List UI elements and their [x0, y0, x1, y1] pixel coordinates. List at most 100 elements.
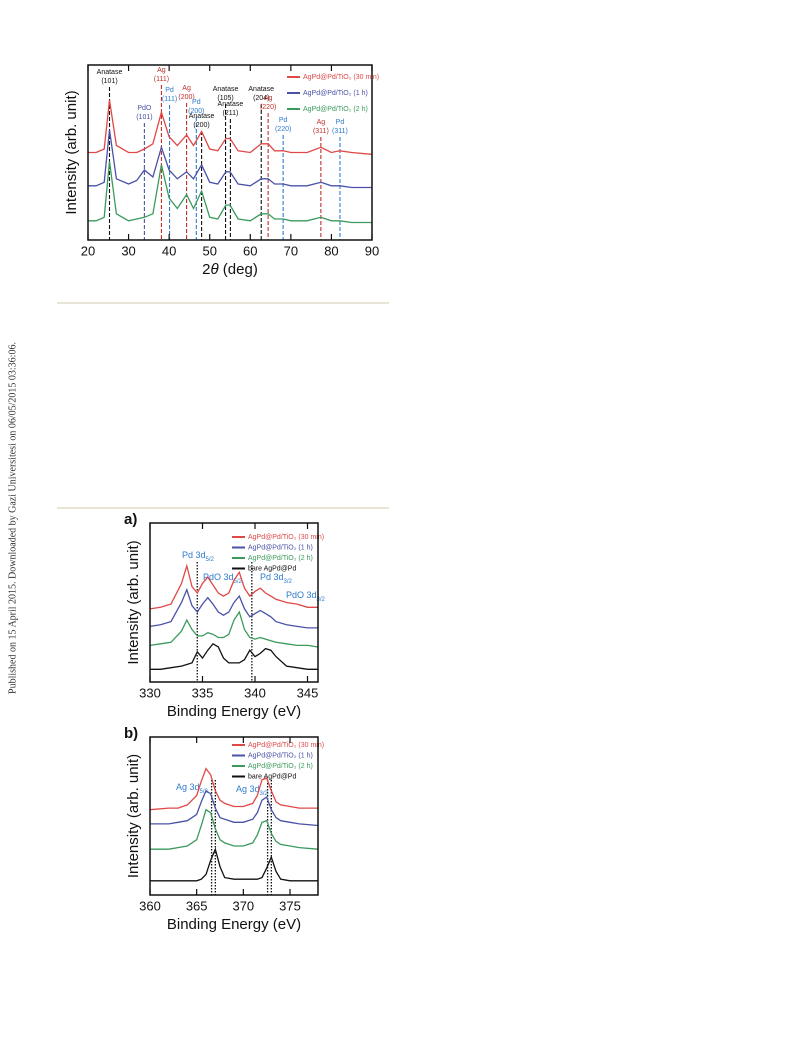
x-axis-label-part: (deg) [219, 261, 258, 278]
legend-label: AgPd@Pd/TiO₂ (2 h) [248, 763, 313, 770]
x-tick-label: 365 [186, 898, 208, 913]
legend-label: AgPd@Pd/TiO₂ (30 min) [248, 742, 324, 749]
peak-label: (220) [260, 104, 276, 111]
peak-label-sub: 5/2 [200, 789, 209, 795]
peak-label: PdO 3d3/2 [286, 590, 326, 602]
peak-label-sub: 3/2 [317, 597, 326, 603]
legend-label: AgPd@Pd/TiO₂ (30 min) [248, 534, 324, 541]
peak-label: Pd [165, 87, 174, 94]
peak-label: Pd [192, 99, 201, 106]
panel-label: a) [124, 511, 137, 528]
spectrum-line [149, 563, 318, 610]
peak-label: (101) [101, 78, 117, 85]
x-tick-label: 70 [284, 243, 298, 258]
x-axis-label-part: θ [211, 261, 219, 278]
peak-label: Anatase [189, 113, 215, 120]
x-tick-label: 20 [81, 243, 95, 258]
peak-label: Pd [279, 117, 288, 124]
plot-frame [149, 522, 319, 683]
x-tick-label: 330 [139, 685, 161, 700]
peak-label: Pd 3d3/2 [260, 572, 293, 584]
plot-frame [149, 736, 319, 896]
peak-label-text: Pd 3d [260, 572, 284, 582]
x-axis-label: Binding Energy (eV) [167, 916, 301, 933]
y-axis-label: Intensity (arb. unit) [125, 754, 142, 878]
spectrum-line [150, 808, 319, 850]
peak-label: Anatase [97, 69, 123, 76]
y-axis-label: Intensity (arb. unit) [63, 90, 80, 214]
x-axis-label: Binding Energy (eV) [167, 703, 301, 720]
x-tick-label: 40 [162, 243, 176, 258]
legend-label: bare AgPd@Pd [248, 565, 296, 572]
peak-label-text: Ag 3d [176, 782, 200, 792]
peak-label: PdO 3d5/2 [203, 572, 243, 584]
peak-label: (220) [275, 126, 291, 133]
peak-label: (204) [253, 95, 269, 102]
peak-label: Pd [336, 119, 345, 126]
peak-label-text: Pd 3d [182, 550, 206, 560]
peak-label: Anatase [218, 101, 244, 108]
x-axis-label-part: 2 [202, 261, 210, 278]
peak-label-text: PdO 3d [203, 572, 234, 582]
peak-label: (105) [217, 95, 233, 102]
x-tick-label: 50 [202, 243, 216, 258]
peak-label: Ag [317, 119, 326, 126]
legend-label: AgPd@Pd/TiO₂ (1 h) [248, 544, 313, 551]
peak-label: (311) [313, 128, 329, 135]
peak-label: Anatase [248, 86, 274, 93]
spectrum-line [150, 642, 318, 670]
x-tick-label: 370 [232, 898, 254, 913]
legend-label: bare AgPd@Pd [248, 773, 296, 780]
peak-label: Ag 3d3/2 [236, 784, 269, 796]
x-tick-label: 30 [121, 243, 135, 258]
legend-label: AgPd@Pd/TiO₂ (30 min) [303, 74, 379, 81]
peak-label: (211) [222, 110, 238, 117]
y-axis-label: Intensity (arb. unit) [125, 540, 142, 664]
peak-label: Ag [264, 95, 273, 102]
x-axis-label: 2θ (deg) [202, 261, 258, 278]
x-tick-label: 345 [297, 685, 319, 700]
x-tick-label: 375 [279, 898, 301, 913]
peak-label: (200) [188, 108, 204, 115]
spectrum-line [150, 789, 319, 827]
legend-label: AgPd@Pd/TiO₂ (2 h) [248, 555, 313, 562]
panel-label: b) [124, 725, 138, 742]
peak-label: PdO [137, 105, 152, 112]
peak-label: (101) [136, 114, 152, 121]
peak-label: (200) [193, 122, 209, 129]
peak-label-sub: 5/2 [206, 557, 215, 563]
spectrum-line [150, 847, 318, 882]
peak-label: (200) [178, 94, 194, 101]
x-tick-label: 90 [365, 243, 379, 258]
x-tick-label: 340 [244, 685, 266, 700]
peak-label-text: PdO 3d [286, 590, 317, 600]
peak-label: Ag [157, 67, 166, 74]
spectrum-line [88, 161, 372, 224]
spectrum-line [149, 587, 318, 629]
peak-label: Ag [182, 85, 191, 92]
peak-label: (311) [332, 128, 348, 135]
peak-label: Pd 3d5/2 [182, 550, 215, 562]
peak-label: Ag 3d5/2 [176, 782, 209, 794]
peak-label-text: Ag 3d [236, 784, 260, 794]
spectrum-line [149, 610, 319, 648]
x-tick-label: 80 [324, 243, 338, 258]
plot-frame [87, 64, 373, 241]
peak-label-sub: 3/2 [284, 579, 293, 585]
x-tick-label: 335 [192, 685, 214, 700]
x-tick-label: 360 [139, 898, 161, 913]
legend-label: AgPd@Pd/TiO₂ (1 h) [248, 752, 313, 759]
spectrum-line [149, 767, 318, 811]
legend-label: AgPd@Pd/TiO₂ (2 h) [303, 106, 368, 113]
legend-label: AgPd@Pd/TiO₂ (1 h) [303, 90, 368, 97]
peak-label-sub: 5/2 [234, 579, 243, 585]
peak-label: (111) [154, 76, 169, 83]
x-tick-label: 60 [243, 243, 257, 258]
spectrum-line [88, 129, 372, 189]
side-note: Published on 15 April 2015. Downloaded b… [7, 342, 18, 694]
peak-label-sub: 3/2 [260, 791, 269, 797]
spectrum-line [88, 99, 373, 155]
peak-label: (111) [162, 96, 177, 103]
